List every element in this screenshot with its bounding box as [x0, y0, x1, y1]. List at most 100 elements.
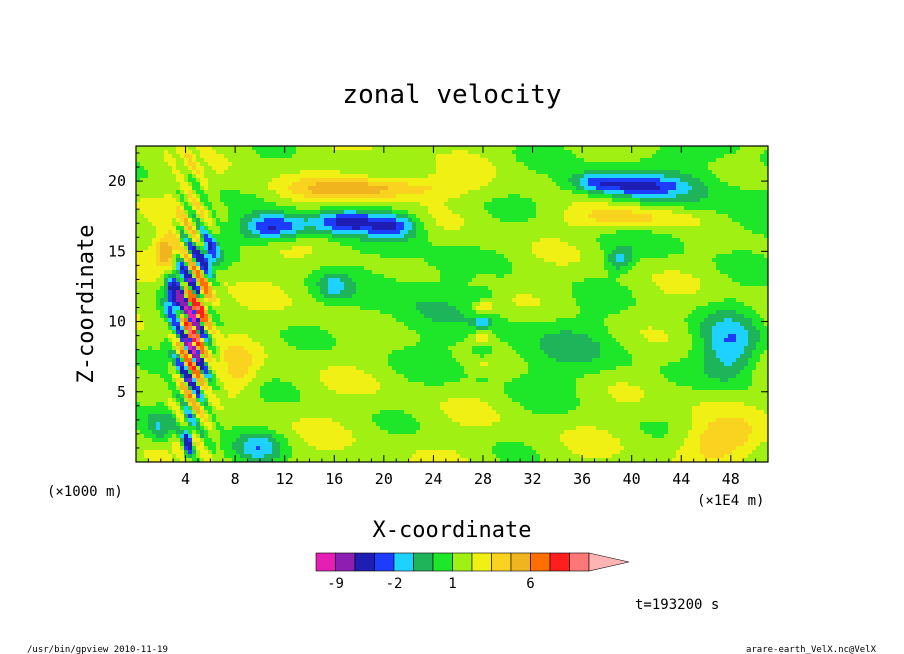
- contour-cell: [712, 330, 748, 334]
- contour-cell: [500, 338, 540, 342]
- contour-cell: [684, 250, 732, 254]
- contour-cell: [172, 398, 176, 402]
- contour-cell: [464, 314, 500, 318]
- contour-cell: [284, 214, 320, 218]
- contour-cell: [216, 210, 228, 214]
- contour-cell: [168, 314, 176, 318]
- contour-cell: [708, 162, 764, 166]
- contour-cell: [180, 274, 184, 278]
- contour-cell: [624, 258, 632, 262]
- contour-cell: [188, 422, 192, 426]
- contour-cell: [192, 202, 200, 206]
- contour-cell: [744, 314, 760, 318]
- contour-cell: [700, 438, 748, 442]
- contour-cell: [168, 386, 176, 390]
- contour-cell: [608, 258, 616, 262]
- contour-cell: [520, 194, 588, 198]
- contour-cell: [172, 254, 176, 258]
- contour-cell: [752, 370, 768, 374]
- contour-cell: [264, 358, 388, 362]
- contour-cell: [760, 354, 768, 358]
- contour-cell: [356, 286, 488, 290]
- contour-cell: [160, 246, 172, 250]
- contour-cell: [336, 218, 368, 222]
- contour-cell: [632, 258, 640, 262]
- contour-cell: [196, 282, 200, 286]
- contour-cell: [716, 210, 768, 214]
- contour-cell: [184, 410, 192, 414]
- contour-cell: [220, 194, 256, 198]
- contour-cell: [292, 154, 436, 158]
- contour-cell: [220, 446, 232, 450]
- contour-cell: [208, 306, 212, 310]
- contour-cell: [220, 226, 240, 230]
- contour-cell: [756, 362, 768, 366]
- contour-cell: [204, 338, 208, 342]
- contour-cell: [368, 234, 404, 238]
- contour-cell: [484, 206, 536, 210]
- contour-cell: [136, 214, 144, 218]
- contour-cell: [252, 146, 296, 150]
- contour-cell: [516, 158, 584, 162]
- contour-cell: [708, 302, 744, 306]
- contour-cell: [624, 190, 668, 194]
- contour-cell: [160, 258, 168, 262]
- contour-cell: [724, 154, 760, 158]
- contour-cell: [160, 310, 164, 314]
- contour-cell: [700, 330, 712, 334]
- contour-cell: [604, 266, 616, 270]
- contour-cell: [476, 310, 580, 314]
- contour-cell: [184, 358, 192, 362]
- contour-cell: [444, 382, 504, 386]
- contour-cell: [296, 234, 332, 238]
- contour-cell: [196, 386, 200, 390]
- contour-cell: [428, 238, 540, 242]
- contour-cell: [716, 254, 764, 258]
- contour-cell: [260, 446, 272, 450]
- contour-cell: [200, 186, 204, 190]
- contour-cell: [388, 186, 432, 190]
- contour-cell: [176, 398, 180, 402]
- contour-cell: [576, 246, 600, 250]
- contour-cell: [212, 202, 224, 206]
- contour-cell: [456, 342, 508, 346]
- contour-cell: [352, 246, 480, 250]
- contour-cell: [360, 226, 372, 230]
- contour-cell: [280, 454, 292, 458]
- contour-cell: [572, 150, 656, 154]
- contour-cell: [180, 270, 184, 274]
- contour-cell: [632, 254, 668, 258]
- x-tick-label: 28: [474, 470, 492, 488]
- contour-cell: [224, 202, 276, 206]
- contour-cell: [228, 218, 240, 222]
- contour-cell: [188, 438, 192, 442]
- contour-cell: [316, 282, 328, 286]
- contour-cell: [172, 322, 180, 326]
- contour-cell: [416, 234, 428, 238]
- contour-cell: [164, 378, 172, 382]
- contour-cell: [148, 414, 172, 418]
- contour-cell: [232, 458, 248, 462]
- contour-cell: [480, 398, 512, 402]
- contour-cell: [200, 410, 204, 414]
- contour-cell: [312, 250, 360, 254]
- contour-cell: [704, 318, 724, 322]
- contour-cell: [668, 190, 688, 194]
- contour-cell: [660, 186, 676, 190]
- contour-cell: [640, 206, 684, 210]
- contour-cell: [176, 230, 180, 234]
- contour-cell: [284, 338, 336, 342]
- contour-cell: [612, 250, 632, 254]
- contour-cell: [460, 194, 508, 198]
- contour-cell: [192, 246, 196, 250]
- contour-cell: [524, 442, 564, 446]
- contour-cell: [220, 298, 236, 302]
- contour-cell: [572, 174, 584, 178]
- contour-cell: [388, 430, 416, 434]
- contour-cell: [492, 450, 536, 454]
- colorbar-tick-label: 1: [448, 576, 456, 592]
- contour-cell: [192, 366, 196, 370]
- contour-cell: [580, 310, 620, 314]
- contour-cell: [172, 394, 176, 398]
- contour-cell: [264, 382, 292, 386]
